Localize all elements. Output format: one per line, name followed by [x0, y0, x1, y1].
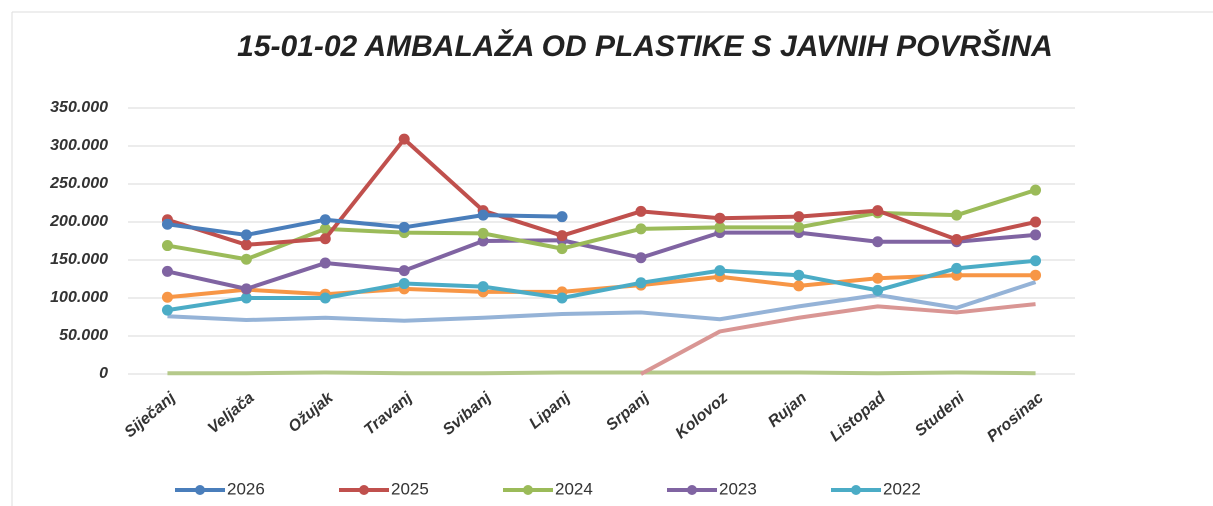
point	[161, 240, 173, 252]
point	[872, 236, 884, 248]
point	[240, 283, 252, 295]
point	[398, 265, 410, 277]
point	[556, 292, 568, 304]
series-line	[167, 188, 1037, 262]
point	[556, 230, 568, 242]
legend-label: 2024	[555, 479, 593, 498]
legend-marker	[523, 485, 533, 495]
y-tick-label: 350.000	[50, 99, 108, 116]
point	[319, 292, 331, 304]
point	[319, 257, 331, 269]
point	[161, 218, 173, 230]
chart-title: 15-01-02 AMBALAŽA OD PLASTIKE S JAVNIH P…	[237, 29, 1053, 63]
point	[1030, 184, 1042, 196]
legend-label: 2023	[719, 479, 757, 498]
point	[240, 292, 252, 304]
point	[793, 269, 805, 281]
point	[161, 304, 173, 316]
point	[635, 252, 647, 264]
legend-label: 2022	[883, 479, 921, 498]
x-tick-label: Srpanj	[603, 389, 653, 434]
series-line	[166, 137, 1036, 247]
point	[951, 262, 963, 274]
legend-label: 2026	[227, 479, 265, 498]
point	[1030, 255, 1042, 267]
point	[319, 223, 331, 235]
x-tick-label: Svibanj	[440, 389, 495, 439]
series-line	[167, 258, 1036, 313]
point	[635, 223, 647, 235]
point	[556, 243, 568, 255]
point	[398, 278, 410, 290]
point	[477, 281, 489, 293]
series-line	[167, 230, 1036, 291]
series-line	[167, 273, 1036, 300]
legend-marker	[851, 485, 861, 495]
point	[714, 212, 726, 224]
point	[398, 221, 410, 233]
point	[793, 221, 805, 233]
point	[635, 205, 647, 217]
y-tick-label: 300.000	[50, 137, 108, 154]
y-tick-label: 150.000	[50, 251, 108, 268]
x-tick-label: Travanj	[361, 389, 416, 439]
y-tick-label: 50.000	[59, 327, 108, 344]
point	[477, 235, 489, 247]
point	[872, 284, 884, 296]
point	[793, 211, 805, 223]
x-tick-label: Rujan	[765, 389, 810, 431]
legend-label: 2025	[391, 479, 429, 498]
point	[951, 209, 963, 221]
series-line	[167, 280, 1037, 323]
point	[872, 272, 884, 284]
point	[1030, 216, 1042, 228]
point	[240, 229, 252, 241]
y-tick-label: 250.000	[49, 175, 108, 192]
point	[161, 265, 173, 277]
x-tick-label: Kolovoz	[673, 389, 732, 442]
y-tick-label: 0	[99, 365, 108, 382]
x-tick-label: Siječanj	[121, 389, 179, 441]
point	[714, 265, 726, 277]
point	[793, 280, 805, 292]
point	[319, 214, 331, 226]
x-tick-label: Studeni	[912, 389, 968, 440]
x-tick-label: Prosinac	[984, 389, 1047, 446]
point	[161, 291, 173, 303]
legend-marker	[359, 485, 369, 495]
y-tick-label: 100.000	[50, 289, 108, 306]
x-tick-label: Listopad	[827, 388, 890, 445]
point	[872, 205, 884, 217]
point	[714, 221, 726, 233]
x-tick-label: Ožujak	[285, 389, 337, 436]
point	[1030, 229, 1042, 241]
point	[635, 277, 647, 289]
series-line	[640, 302, 1036, 376]
point	[556, 211, 568, 223]
point	[319, 233, 331, 245]
series-line	[167, 213, 563, 237]
point	[1030, 269, 1042, 281]
point	[477, 209, 489, 221]
point	[240, 253, 252, 265]
point	[240, 239, 252, 251]
point	[477, 227, 489, 239]
series-line	[167, 370, 1036, 376]
point	[951, 233, 963, 245]
legend-marker	[687, 485, 697, 495]
x-tick-label: Lipanj	[526, 389, 573, 433]
point	[398, 133, 410, 145]
legend-marker	[195, 485, 205, 495]
x-tick-label: Veljača	[205, 389, 258, 437]
y-tick-label: 200.000	[49, 213, 108, 230]
